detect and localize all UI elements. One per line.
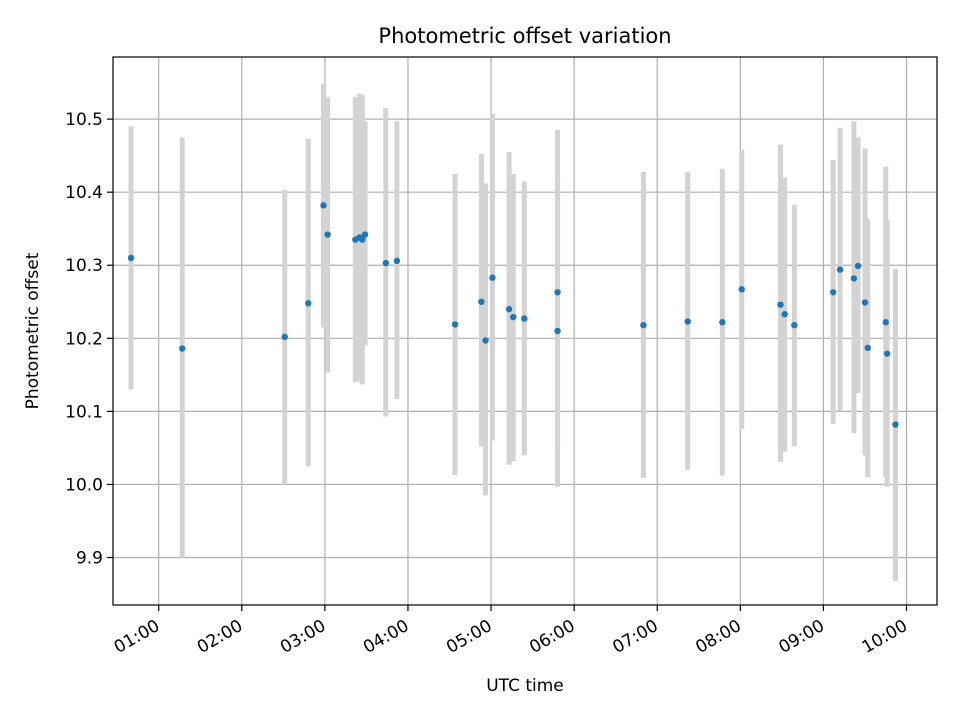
x-tick-label: 05:00 xyxy=(443,616,495,658)
x-tick-label: 09:00 xyxy=(776,616,828,658)
data-point xyxy=(382,259,390,267)
x-tick-label: 10:00 xyxy=(859,616,911,658)
data-point xyxy=(451,321,459,328)
y-tick-label: 10.0 xyxy=(65,475,103,495)
x-tick-label: 02:00 xyxy=(194,616,246,658)
error-bars xyxy=(128,84,898,581)
data-point xyxy=(883,350,891,357)
data-point xyxy=(179,345,186,352)
y-tick-label: 10.1 xyxy=(65,402,103,422)
data-point xyxy=(393,257,401,265)
data-point xyxy=(791,321,798,329)
data-point xyxy=(864,344,871,352)
x-tick-label: 03:00 xyxy=(277,616,329,658)
data-point xyxy=(777,301,784,308)
data-point xyxy=(882,319,889,326)
data-point xyxy=(829,289,837,296)
x-tick-label: 06:00 xyxy=(526,616,578,658)
data-point xyxy=(127,254,135,262)
data-point xyxy=(281,333,288,341)
y-tick-label: 10.3 xyxy=(65,256,103,276)
data-point xyxy=(320,202,327,209)
data-point xyxy=(719,319,726,326)
plot-frame xyxy=(112,56,938,606)
x-tick-label: 01:00 xyxy=(111,616,163,658)
y-tick-label: 10.4 xyxy=(65,183,103,203)
y-tick-label: 9.9 xyxy=(76,549,103,569)
data-point xyxy=(489,274,496,281)
y-tick-label: 10.5 xyxy=(65,110,103,130)
data-point xyxy=(554,327,561,335)
x-axis: 01:00 02:00 03:00 04:00 05:00 06:00 07:00 08:00… xyxy=(111,605,911,658)
data-point xyxy=(505,305,513,313)
data-point xyxy=(738,286,745,293)
data-point xyxy=(510,313,517,321)
data-point xyxy=(836,266,844,273)
data-point xyxy=(850,275,858,282)
x-tick-label: 07:00 xyxy=(609,616,661,658)
data-point xyxy=(359,236,366,243)
data-point xyxy=(854,262,862,270)
data-point xyxy=(892,421,899,428)
data-point xyxy=(361,231,369,238)
data-point xyxy=(684,318,691,325)
data-point xyxy=(478,298,485,305)
data-point xyxy=(640,321,647,329)
data-point xyxy=(521,315,528,322)
y-axis: 9.9 10.0 10.1 10.2 10.3 10.4 10.5 xyxy=(65,110,113,569)
chart-title: Photometric offset variation xyxy=(378,24,671,48)
x-axis-label: UTC time xyxy=(486,676,564,696)
data-point xyxy=(861,299,869,306)
y-axis-label: Photometric offset xyxy=(23,252,43,409)
y-tick-label: 10.2 xyxy=(65,329,103,349)
data-point xyxy=(324,231,331,238)
data-point xyxy=(781,310,788,318)
data-point xyxy=(482,337,489,344)
x-tick-label: 08:00 xyxy=(692,616,744,658)
data-point xyxy=(305,300,312,307)
data-points xyxy=(127,202,899,428)
x-tick-label: 04:00 xyxy=(360,616,412,658)
data-point xyxy=(554,289,561,296)
